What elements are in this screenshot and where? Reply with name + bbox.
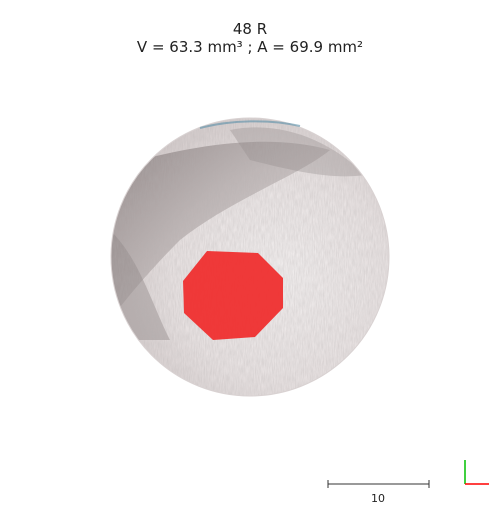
orientation-axes-icon xyxy=(464,460,489,485)
scale-bar xyxy=(327,480,430,488)
title-measurements: V = 63.3 mm³ ; A = 69.9 mm² xyxy=(136,38,364,56)
skin-specimen xyxy=(111,118,389,396)
specimen-edge xyxy=(110,117,390,397)
lesion-region xyxy=(183,251,283,340)
scale-bar-label: 10 xyxy=(371,492,385,505)
title-sample-id: 48 R xyxy=(232,20,268,38)
specimen-top-edge-tint xyxy=(199,120,301,129)
